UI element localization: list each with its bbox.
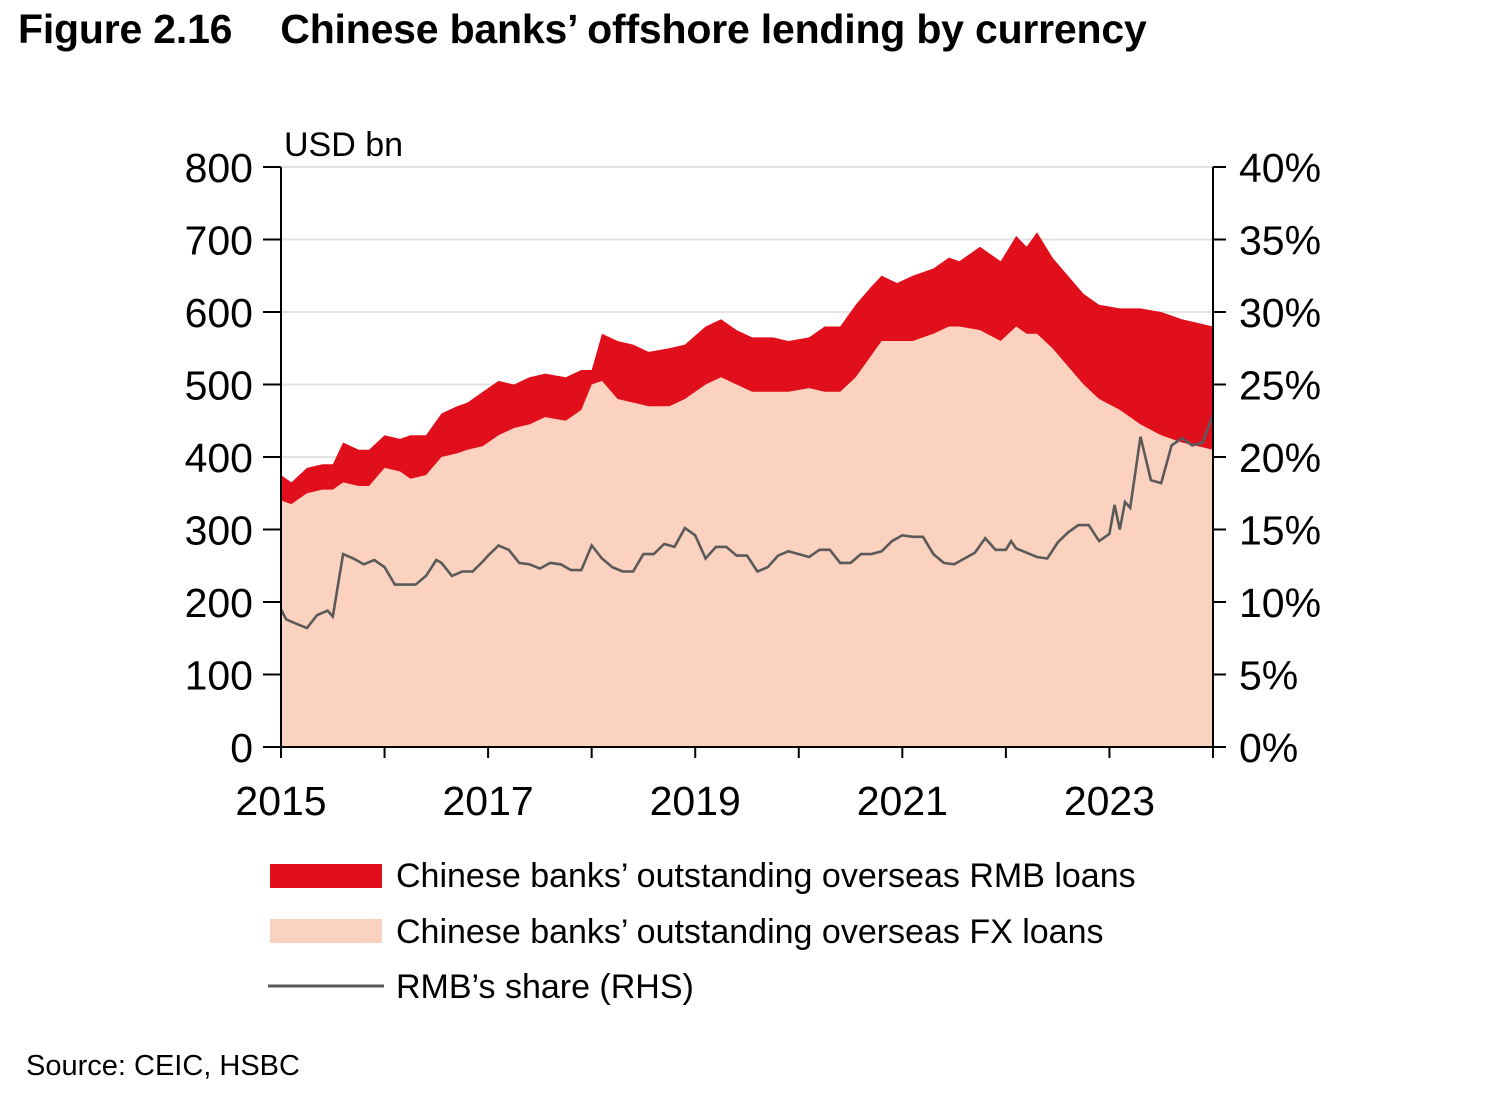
axes: 0 100 200 300 400 500 600 700 800 0% 5% 10% 15% 20% 25… [185, 145, 1321, 824]
rmb-share-line [279, 414, 1215, 630]
left-axis-unit-label: USD bn [284, 126, 403, 164]
figure-number: Figure 2.16 [18, 6, 233, 52]
legend: Chinese banks’ outstanding overseas RMB … [268, 857, 1136, 1006]
source-note: Source: CEIC, HSBC [26, 1050, 300, 1082]
legend-label-rmb-share: RMB’s share (RHS) [396, 968, 694, 1006]
x-axis-tick-label: 2017 [443, 778, 534, 824]
legend-label-fx-loans: Chinese banks’ outstanding overseas FX l… [396, 913, 1104, 951]
x-axis-tick-label: 2015 [235, 778, 326, 824]
right-axis-tick-label: 0% [1239, 725, 1298, 771]
left-axis-tick-label: 100 [185, 653, 253, 699]
left-axis-tick-label: 500 [185, 363, 253, 409]
right-axis-tick-label: 15% [1239, 508, 1321, 554]
x-axis-tick-label: 2023 [1064, 778, 1155, 824]
left-axis-tick-label: 700 [185, 218, 253, 264]
legend-label-rmb-loans: Chinese banks’ outstanding overseas RMB … [396, 857, 1136, 895]
right-axis-tick-label: 40% [1239, 145, 1321, 191]
left-axis-tick-label: 400 [185, 435, 253, 481]
left-axis-tick-label: 200 [185, 580, 253, 626]
figure-title: Figure 2.16 Chinese banks’ offshore lendi… [18, 6, 1147, 53]
fx-loans-area [281, 326, 1213, 747]
right-axis-tick-label: 5% [1239, 653, 1298, 699]
legend-swatch-rmb-loans [270, 864, 382, 888]
left-axis-tick-label: 0 [230, 725, 253, 771]
x-axis-tick-label: 2019 [650, 778, 741, 824]
right-axis-tick-label: 35% [1239, 218, 1321, 264]
left-axis-tick-label: 800 [185, 145, 253, 191]
left-axis-tick-label: 600 [185, 290, 253, 336]
left-axis-tick-label: 300 [185, 508, 253, 554]
right-axis-tick-label: 10% [1239, 580, 1321, 626]
x-axis-tick-label: 2021 [857, 778, 948, 824]
right-axis-tick-label: 30% [1239, 290, 1321, 336]
right-axis-tick-label: 25% [1239, 363, 1321, 409]
figure-title-text: Chinese banks’ offshore lending by curre… [280, 6, 1147, 52]
right-axis-tick-label: 20% [1239, 435, 1321, 481]
legend-swatch-fx-loans [270, 919, 382, 943]
